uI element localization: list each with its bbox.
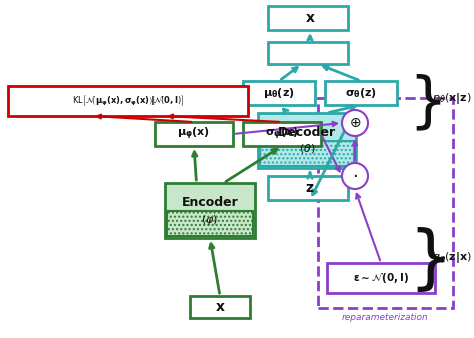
Text: $\oplus$: $\oplus$ (349, 116, 361, 130)
Bar (190, 296, 250, 318)
Bar (243, 81, 315, 105)
Text: $\mathbf{x}$: $\mathbf{x}$ (215, 300, 225, 314)
Bar (327, 263, 435, 293)
Bar (258, 113, 356, 168)
Bar (167, 211, 253, 236)
Bar (325, 81, 397, 105)
Text: $(\varphi)$: $(\varphi)$ (201, 213, 219, 227)
Text: $\mathbf{x}$: $\mathbf{x}$ (305, 11, 315, 25)
Bar (268, 176, 348, 200)
Bar (268, 6, 348, 30)
Text: $(\theta)$: $(\theta)$ (299, 142, 315, 155)
Text: Decoder: Decoder (278, 126, 336, 139)
Text: $\cdot$: $\cdot$ (352, 166, 358, 184)
Text: $\mathbf{\varepsilon \sim \mathcal{N}(0,I)}$: $\mathbf{\varepsilon \sim \mathcal{N}(0,… (353, 271, 409, 285)
Bar (243, 122, 321, 146)
Text: $\mathbf{\mu_\theta(z)}$: $\mathbf{\mu_\theta(z)}$ (263, 86, 295, 100)
Text: $\}$: $\}$ (408, 73, 441, 133)
Bar (155, 122, 233, 146)
Text: Encoder: Encoder (182, 196, 238, 209)
Text: $q_\varphi\left(\mathbf{z|x}\right)$: $q_\varphi\left(\mathbf{z|x}\right)$ (432, 251, 472, 267)
Text: $p_\theta\left(\mathbf{x|z}\right)$: $p_\theta\left(\mathbf{x|z}\right)$ (432, 91, 472, 105)
Bar (318, 98, 453, 308)
Text: $\mathbf{\sigma_\varphi(x)}$: $\mathbf{\sigma_\varphi(x)}$ (265, 126, 299, 142)
Circle shape (342, 110, 368, 136)
Text: $\mathbf{\mu_\varphi(x)}$: $\mathbf{\mu_\varphi(x)}$ (177, 126, 210, 142)
Bar (260, 141, 354, 166)
Text: reparameterization: reparameterization (342, 314, 429, 322)
Text: $\mathbf{\sigma_\theta(z)}$: $\mathbf{\sigma_\theta(z)}$ (345, 86, 377, 100)
Text: $\}$: $\}$ (408, 224, 446, 293)
Circle shape (342, 163, 368, 189)
Bar (268, 42, 348, 64)
Bar (165, 183, 255, 238)
Text: KL$\left[\mathcal{N}\!\left(\mathbf{\mu_\varphi(x),\sigma_\varphi(x)}\right)\!\|: KL$\left[\mathcal{N}\!\left(\mathbf{\mu_… (72, 94, 184, 108)
Text: $\mathbf{z}$: $\mathbf{z}$ (305, 181, 315, 195)
Bar (8, 86, 248, 116)
